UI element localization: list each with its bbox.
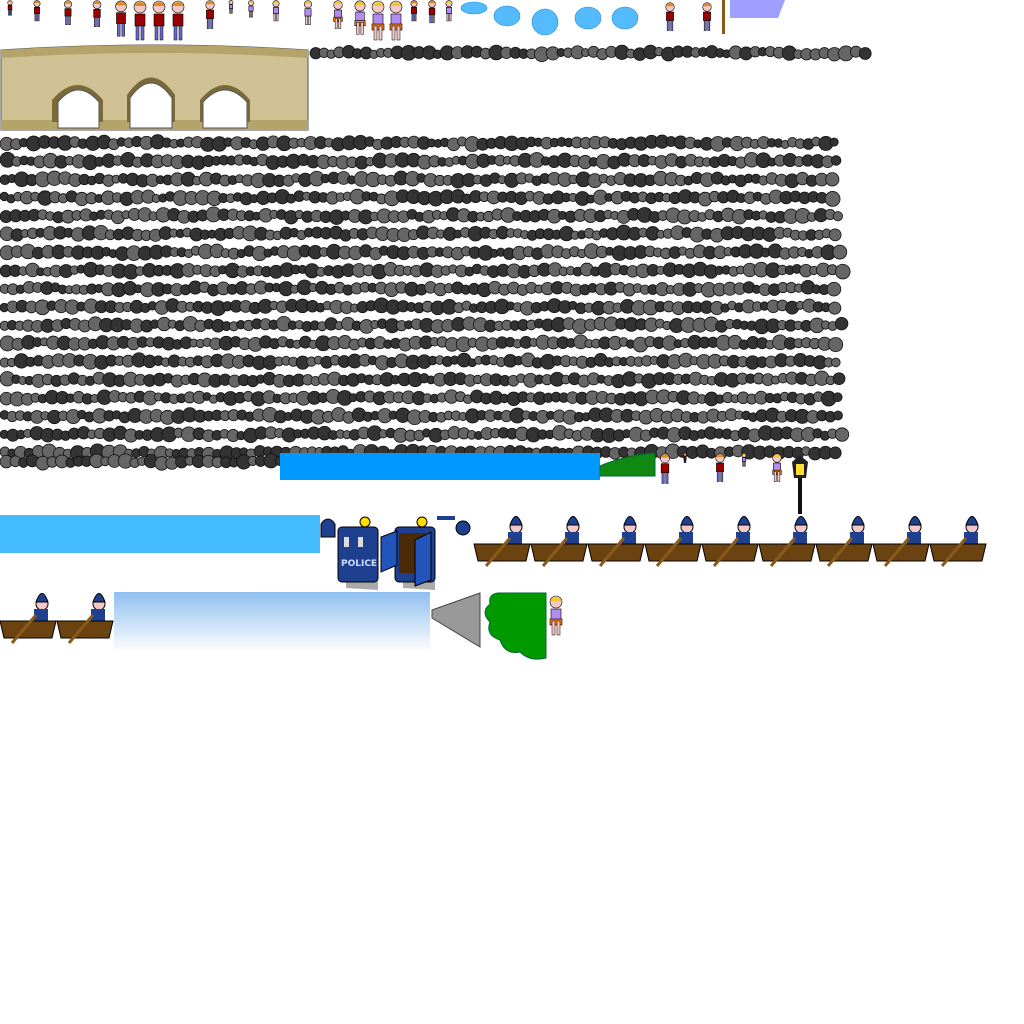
water-bar [280,453,600,480]
boy-sprite [171,0,185,41]
water-splash-icon [493,5,521,27]
boy-sprite [92,0,102,27]
girl-sprite [333,0,343,29]
stone [828,446,842,460]
stone [828,337,844,353]
police-box-open [380,516,436,590]
police-box-sprites: POLICE [337,516,471,590]
stone [824,191,841,207]
stone [833,410,843,421]
stone [834,316,849,331]
water-splash-icon [574,6,602,30]
stone [826,281,842,297]
boy-sprite [63,0,73,26]
lamp-post-icon [792,455,808,514]
stone [828,301,842,315]
girl-sprite [228,0,234,14]
sky-gradient [114,592,430,652]
girl-sprite [445,0,453,22]
stone [858,47,872,60]
boy-sprite [715,453,725,482]
stone [825,172,840,187]
girl-sprite [303,0,313,26]
boy-sprite [665,2,675,31]
stone [834,427,850,442]
stone [832,372,846,386]
rowboat-policeman-sprite [644,516,702,567]
rowboat-sprites [0,516,987,644]
rowboat-policeman-sprite [929,516,987,567]
stone [832,244,848,260]
policeman-head-icon [455,520,471,536]
bridge-sprite [0,44,309,131]
police-hat-icon [320,518,336,538]
small-figure-sprites [660,452,782,484]
boy-sprite [205,0,215,29]
stone [835,263,851,280]
rowboat-policeman-sprite [473,516,531,567]
police-box-label: POLICE [341,559,377,569]
boy-sprite [683,452,687,463]
oar-icon [722,0,725,34]
girl-sprite [772,453,782,482]
girl-sprite [549,595,563,636]
rowboat-policeman-sprite [701,516,759,567]
boy-sprite [410,0,418,22]
stone-rows [0,44,872,471]
stone [831,357,841,368]
boy-sprite [660,453,670,484]
stone [832,392,843,403]
girl-sprite [272,0,280,22]
rowboat-policeman-sprite [815,516,873,567]
water-splash-icon [531,8,559,36]
ramp-sprite [431,592,481,648]
character-sprites-row [7,0,785,41]
boy-sprite [702,2,712,31]
grass-slope [599,452,656,477]
girl-sprite [371,0,385,41]
lavender-panel [730,0,785,18]
police-box-closed: POLICE [337,516,379,590]
water-splash-icon [460,1,488,15]
stone [828,228,842,242]
rowboat-policeman-sprite [872,516,930,567]
boy-sprite [133,0,147,41]
rowboat-policeman-sprite [530,516,588,567]
boy-sprite [7,0,13,16]
rowboat-policeman-sprite [0,593,57,644]
rowboat-policeman-sprite [587,516,645,567]
girl-sprite [741,453,747,467]
stone [830,155,842,166]
stone [832,211,843,222]
bush-sprite [484,592,547,660]
policeman-arm-icon [437,516,455,520]
water-splash-icon [611,6,639,30]
rowboat-policeman-sprite [758,516,816,567]
girl-sprite [354,0,366,35]
water-light-bar [0,515,320,553]
girl-sprite [248,0,254,18]
stone [829,137,839,147]
boy-sprite [33,0,41,22]
boy-sprite [115,0,127,37]
girl-sprite [389,0,403,41]
boy-sprite [428,0,436,24]
rowboat-policeman-sprite [56,593,114,644]
boy-sprite [152,0,166,41]
cheering-girl-sprite [549,595,563,636]
